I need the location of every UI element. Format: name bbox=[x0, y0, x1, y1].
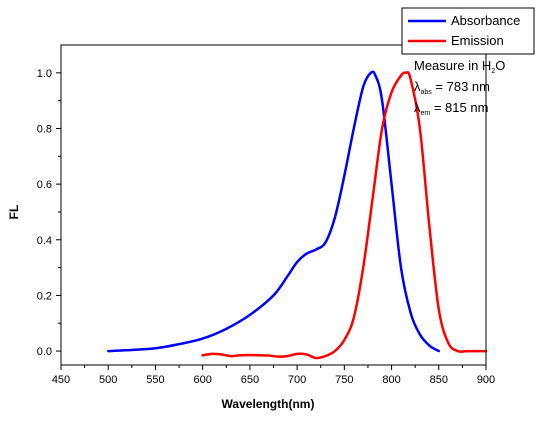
legend-label-absorbance: Absorbance bbox=[451, 13, 520, 28]
y-tick-label: 0.0 bbox=[37, 346, 52, 358]
curves bbox=[106, 70, 488, 360]
x-tick-label: 450 bbox=[52, 374, 70, 386]
series-line-emission bbox=[201, 71, 488, 360]
x-tick-label: 700 bbox=[288, 374, 306, 386]
x-tick-label: 900 bbox=[477, 374, 495, 386]
y-tick-label: 0.8 bbox=[37, 123, 52, 135]
legend-label-emission: Emission bbox=[451, 33, 504, 48]
x-tick-label: 500 bbox=[99, 374, 117, 386]
annotation-em-line: λem = 815 nm bbox=[414, 100, 488, 117]
legend-box bbox=[401, 7, 535, 55]
x-tick-label: 750 bbox=[335, 374, 353, 386]
y-tick-label: 0.6 bbox=[37, 179, 52, 191]
x-tick-label: 850 bbox=[430, 374, 448, 386]
annotation-measure-line: Measure in H2O bbox=[414, 58, 505, 75]
x-axis-title: Wavelength(nm) bbox=[222, 397, 315, 411]
x-tick-label: 600 bbox=[193, 374, 211, 386]
y-tick-label: 0.2 bbox=[37, 290, 52, 302]
legend: Absorbance Emission bbox=[401, 7, 535, 55]
x-tick-label: 550 bbox=[146, 374, 164, 386]
y-axis-title: FL bbox=[7, 205, 21, 220]
annotation-abs-line: λabs = 783 nm bbox=[414, 79, 490, 96]
x-tick-label: 800 bbox=[382, 374, 400, 386]
series-line-absorbance bbox=[106, 70, 441, 353]
axes: 450 500 550 600 650 700 750 800 850 900 0.0 0.2 0.4 0… bbox=[37, 44, 495, 386]
x-tick-label: 650 bbox=[241, 374, 259, 386]
y-tick-label: 1.0 bbox=[37, 68, 52, 80]
y-tick-label: 0.4 bbox=[37, 235, 52, 247]
